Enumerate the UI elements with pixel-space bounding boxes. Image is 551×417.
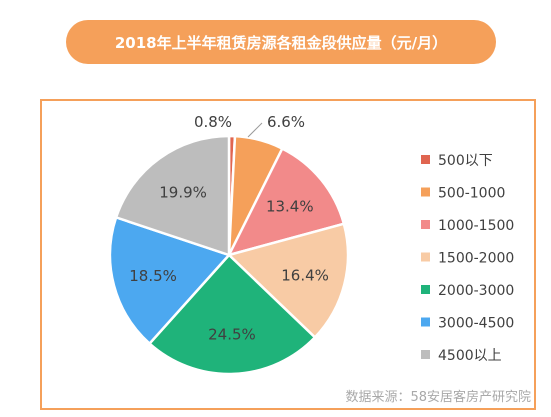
legend-label: 3000-4500 bbox=[438, 316, 514, 332]
pie-slice-3000-4500 bbox=[108, 215, 232, 346]
chart-frame bbox=[40, 99, 536, 410]
data-label: 24.5% bbox=[208, 325, 256, 343]
legend-label: 1000-1500 bbox=[438, 218, 514, 234]
data-label: 13.4% bbox=[266, 197, 314, 215]
legend-swatch bbox=[421, 350, 430, 359]
pie-slice-2000-3000 bbox=[147, 253, 317, 376]
legend-swatch bbox=[421, 187, 430, 197]
legend-swatch bbox=[421, 317, 430, 327]
legend-label: 500以下 bbox=[438, 153, 493, 169]
legend-swatch bbox=[421, 285, 430, 294]
legend-label: 1500-2000 bbox=[438, 251, 514, 267]
legend-swatch bbox=[421, 155, 430, 164]
chart-title: 2018年上半年租赁房源各租金段供应量（元/月） bbox=[114, 33, 448, 52]
source-note: 数据来源：58安居客房产研究院 bbox=[345, 390, 531, 405]
legend-label: 4500以上 bbox=[438, 348, 502, 364]
pie-slice-4500以上 bbox=[114, 134, 231, 257]
chart-title-banner: 2018年上半年租赁房源各租金段供应量（元/月） bbox=[66, 20, 496, 64]
pie-slice-1000-1500 bbox=[226, 146, 346, 257]
data-label: 18.5% bbox=[129, 267, 177, 285]
data-label: 19.9% bbox=[159, 183, 207, 201]
legend-swatch bbox=[421, 220, 430, 229]
legend-label: 500-1000 bbox=[438, 186, 505, 202]
data-label: 0.8% bbox=[194, 113, 232, 131]
leader-line bbox=[247, 122, 263, 138]
data-label: 6.6% bbox=[267, 113, 305, 131]
legend-label: 2000-3000 bbox=[438, 283, 514, 299]
data-label: 16.4% bbox=[281, 266, 329, 284]
legend-swatch bbox=[421, 252, 430, 262]
pie-slice-1500-2000 bbox=[226, 222, 350, 340]
